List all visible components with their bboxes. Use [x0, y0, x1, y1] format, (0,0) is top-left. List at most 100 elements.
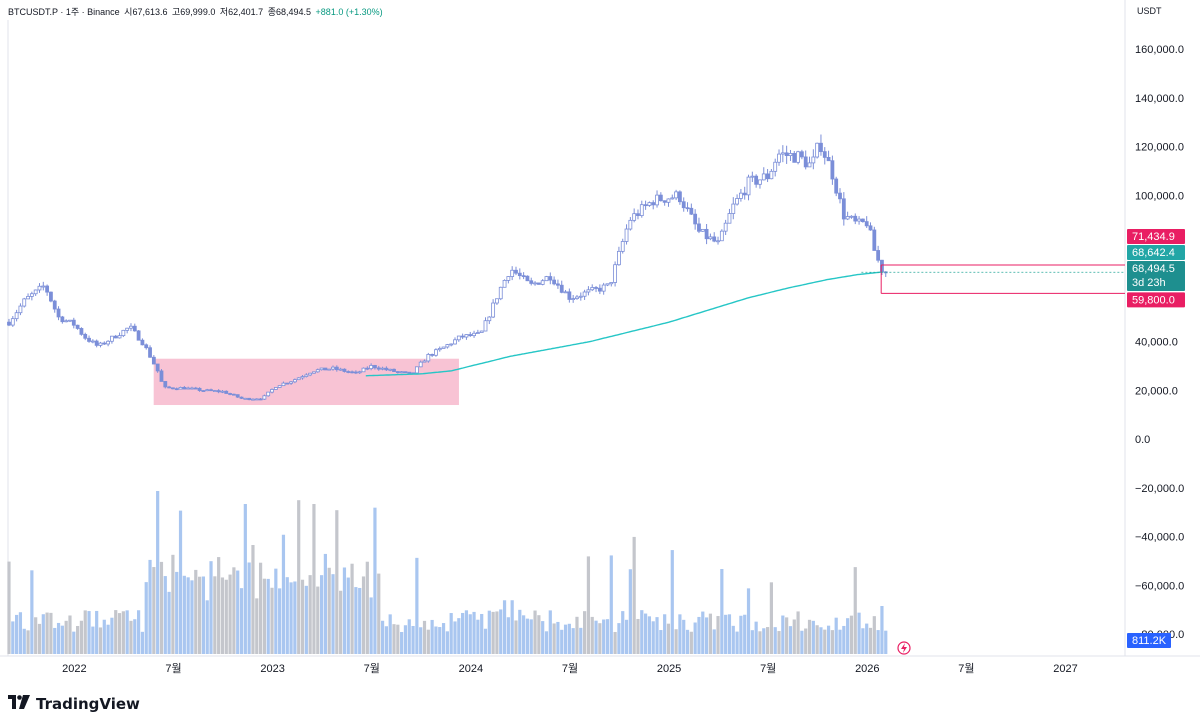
volume-bar — [583, 611, 587, 654]
candle — [45, 284, 50, 296]
candle — [98, 341, 103, 348]
volume-bar — [689, 631, 693, 654]
volume-bar — [125, 610, 129, 654]
symbol-name[interactable]: BTCUSDT.P · 1주 · Binance — [8, 7, 120, 17]
candle — [441, 346, 446, 349]
candle-body — [468, 334, 473, 337]
candle-body — [819, 142, 823, 153]
candle — [220, 390, 225, 394]
volume-bar — [182, 575, 186, 654]
volume-bar — [7, 561, 11, 654]
volume-bar — [872, 616, 876, 654]
candle-body — [254, 398, 259, 401]
volume-bar — [18, 612, 23, 654]
tradingview-logo[interactable]: TradingView — [8, 695, 140, 713]
candle-body — [106, 340, 111, 345]
volume-bar — [522, 615, 526, 654]
volume-bar — [548, 610, 552, 654]
candle-body — [441, 346, 446, 349]
candle-body — [228, 393, 232, 395]
candle-body — [727, 213, 732, 224]
candle — [685, 202, 690, 212]
candle — [155, 363, 160, 373]
candle-body — [151, 356, 156, 365]
volume-bar — [518, 609, 522, 654]
candle — [384, 366, 389, 371]
candle — [750, 171, 755, 183]
volume-bar — [636, 618, 640, 654]
volume-bar — [201, 576, 206, 654]
candle — [826, 150, 831, 162]
candle-body — [437, 348, 442, 351]
candle — [544, 275, 549, 282]
candle-body — [87, 337, 91, 342]
volume-bar — [731, 625, 735, 654]
candle — [395, 371, 400, 374]
candle-body — [243, 397, 248, 400]
volume-bar — [788, 626, 793, 654]
volume-bar — [133, 619, 137, 654]
candle-body — [273, 387, 278, 390]
candle-body — [308, 372, 313, 376]
candle — [376, 365, 381, 371]
candle — [75, 324, 80, 330]
volume-bar — [98, 627, 103, 654]
candle — [407, 371, 412, 374]
y-tick-label: 20,000.0 — [1135, 385, 1178, 397]
candle — [262, 394, 267, 400]
candle-body — [247, 397, 252, 401]
candle — [56, 306, 61, 321]
volume-bar — [373, 507, 377, 654]
volume-bar — [384, 626, 388, 654]
candle — [292, 378, 297, 384]
candle — [380, 366, 385, 371]
x-tick-label: 7월 — [760, 662, 776, 675]
candle-body — [285, 382, 290, 385]
candle-body — [159, 370, 164, 382]
y-tick-label: 160,000.0 — [1135, 44, 1184, 56]
candle-body — [487, 316, 492, 322]
candle-body — [864, 221, 869, 227]
candle — [121, 329, 126, 338]
candle — [796, 150, 800, 165]
volume-bar — [430, 619, 434, 654]
candle-body — [289, 381, 293, 384]
candle — [681, 197, 686, 212]
volume-bar — [289, 582, 293, 654]
candle-body — [510, 269, 515, 277]
volume-bar — [140, 631, 145, 654]
volume-bar — [339, 590, 343, 654]
volume-bar — [655, 617, 659, 654]
x-tick-label: 7월 — [562, 662, 578, 675]
candle-body — [651, 202, 656, 206]
candle — [159, 369, 164, 382]
candle-body — [94, 340, 99, 346]
flash-icon — [897, 641, 911, 655]
candle — [559, 280, 564, 294]
volume-bar — [22, 628, 26, 654]
volume-bar — [602, 619, 606, 654]
volume-bar — [30, 570, 34, 654]
volume-bar — [175, 571, 179, 654]
volume-bar — [704, 617, 709, 654]
volume-bar — [487, 610, 491, 654]
volume-bar — [319, 575, 324, 654]
candle-body — [121, 329, 126, 337]
candle — [365, 366, 370, 371]
volume-bar — [194, 569, 198, 654]
candle-body — [71, 319, 76, 326]
candle-body — [319, 367, 324, 371]
last-price-tag — [1127, 261, 1185, 292]
candle — [662, 200, 667, 206]
candle — [33, 289, 38, 296]
candle-body — [281, 382, 286, 387]
candle — [10, 316, 15, 327]
volume-bar — [849, 615, 854, 654]
volume-bar — [274, 568, 278, 654]
candle — [319, 367, 324, 371]
candle — [620, 238, 625, 254]
volume-bar — [369, 597, 373, 654]
candle — [613, 261, 618, 287]
candle-body — [758, 179, 762, 185]
